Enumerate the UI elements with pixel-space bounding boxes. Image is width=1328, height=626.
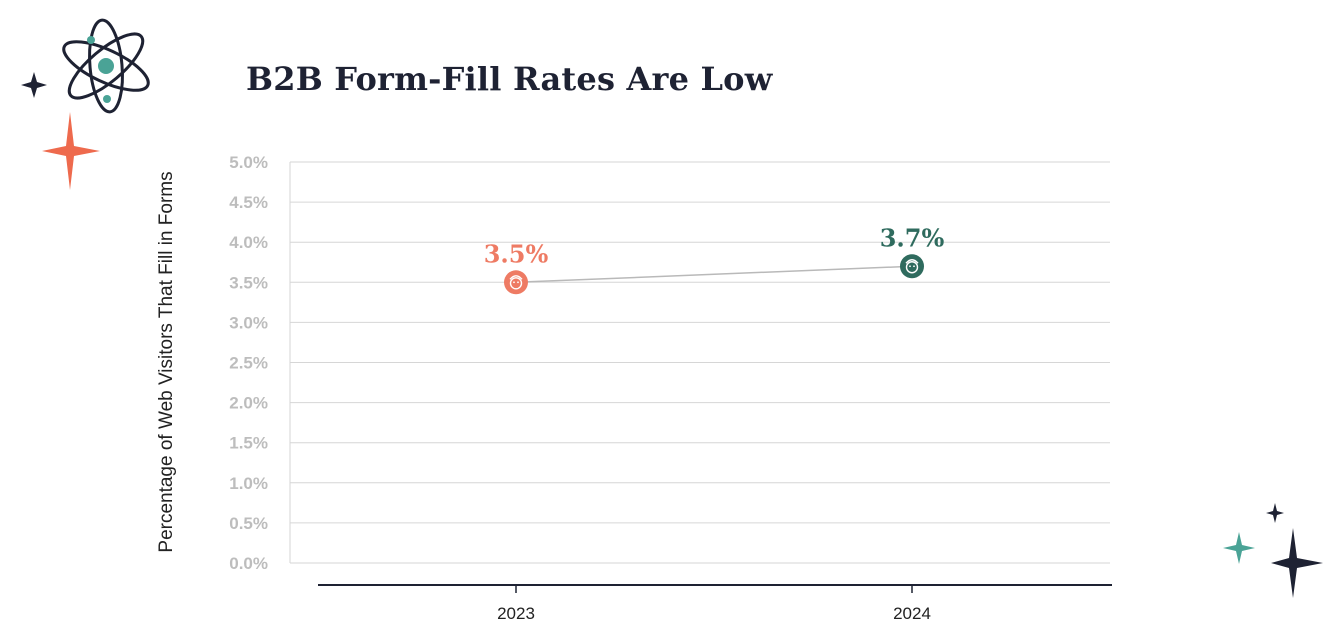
y-tick-label: 2.5% [229, 354, 268, 373]
x-tick-label: 2023 [497, 604, 535, 623]
y-tick-label: 1.5% [229, 434, 268, 453]
y-tick-label: 4.0% [229, 233, 268, 252]
data-label: 3.7% [880, 223, 945, 252]
y-tick-label: 2.0% [229, 394, 268, 413]
sparkle-icon [1271, 528, 1323, 598]
y-tick-label: 0.5% [229, 514, 268, 533]
face-icon [905, 259, 919, 274]
series-line [515, 265, 913, 284]
data-point [900, 254, 924, 279]
sparkle-icon [1223, 532, 1255, 564]
y-tick-label: 0.0% [229, 554, 268, 573]
data-point [504, 270, 528, 295]
x-tick-label: 2024 [893, 604, 931, 623]
y-tick-label: 3.5% [229, 273, 268, 292]
sparkle-icon [21, 72, 47, 98]
y-axis-title: Percentage of Web Visitors That Fill in … [156, 171, 177, 552]
atom-icon [62, 18, 150, 114]
sparkle-icon [42, 112, 100, 190]
y-tick-label: 4.5% [229, 193, 268, 212]
sparkle-icon [1266, 503, 1284, 523]
y-tick-label: 5.0% [229, 153, 268, 172]
data-label: 3.5% [484, 239, 549, 268]
y-tick-label: 1.0% [229, 474, 268, 493]
chart-title: B2B Form-Fill Rates Are Low [246, 60, 773, 98]
face-icon [509, 275, 523, 290]
y-tick-label: 3.0% [229, 313, 268, 332]
